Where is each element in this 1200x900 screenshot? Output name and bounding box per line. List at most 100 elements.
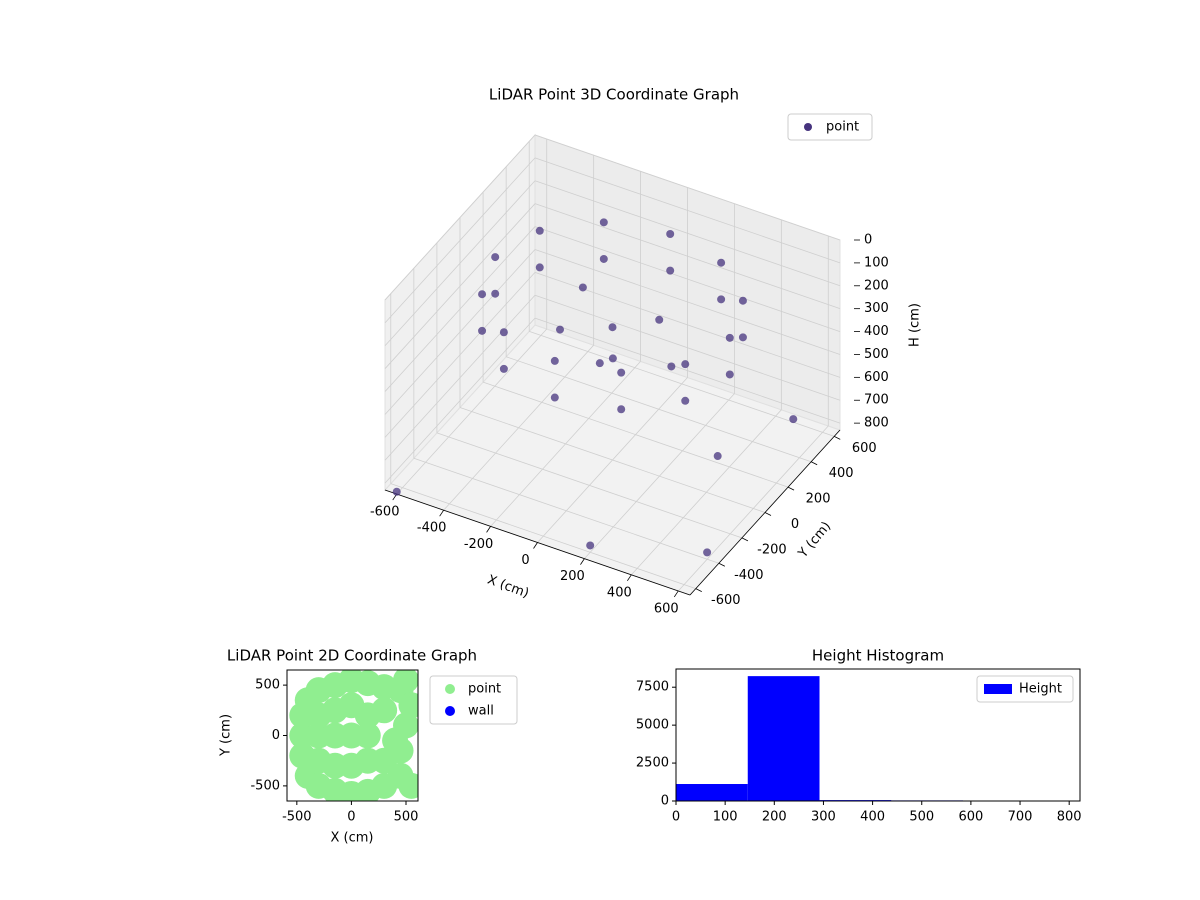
legend-label: wall: [468, 704, 494, 719]
point: [789, 415, 798, 424]
point: [550, 356, 559, 365]
point: [478, 326, 487, 335]
grid-line: [384, 294, 536, 461]
grid-line: [534, 157, 841, 264]
point: [608, 323, 617, 332]
grid-line: [534, 134, 841, 241]
grid-line: [529, 330, 835, 437]
point: [655, 315, 664, 324]
x-tick-label: 100: [713, 810, 738, 825]
z-tick-label: 700: [864, 393, 889, 408]
chart-title: LiDAR Point 2D Coordinate Graph: [227, 647, 477, 665]
axis-line: [384, 489, 691, 596]
grid-line: [534, 249, 841, 355]
x-tick-label: 400: [607, 585, 632, 600]
legend-box: [976, 675, 1074, 703]
tick-mark: [486, 526, 491, 533]
point: [717, 258, 726, 267]
bar: [747, 676, 820, 801]
tick-mark: [439, 509, 444, 517]
point: [725, 370, 734, 379]
point: [717, 295, 726, 304]
z-tick-label: 100: [864, 255, 889, 270]
z-tick-label: 400: [864, 324, 889, 339]
x-tick-label: 200: [560, 569, 585, 584]
grid-line: [506, 356, 812, 463]
x-tick-label: 500: [394, 810, 419, 825]
axes-frame: [675, 668, 1081, 802]
tick-mark: [533, 542, 538, 549]
grid-line: [459, 407, 766, 513]
point: [725, 333, 734, 342]
z-axis-label: H (cm): [908, 303, 923, 347]
point: [398, 692, 418, 719]
x-tick-label: 300: [811, 810, 836, 825]
tick-mark: [764, 512, 772, 516]
y-tick-label: 600: [852, 441, 877, 456]
y-tick-label: 7500: [636, 680, 669, 695]
y-axis-label: Y (cm): [795, 519, 834, 562]
z-tick-label: 0: [864, 233, 872, 248]
x-tick-label: 0: [672, 810, 680, 825]
grid-line: [384, 157, 536, 324]
z-tick-label: 800: [864, 416, 889, 431]
grid-line: [384, 134, 536, 301]
point: [681, 360, 690, 369]
x-axis-label: X (cm): [331, 831, 374, 846]
x-tick-label: -600: [370, 505, 400, 520]
grid-line: [384, 180, 536, 347]
point: [738, 333, 747, 342]
legend-label: Height: [1019, 682, 1062, 697]
chart-title: Height Histogram: [812, 647, 944, 665]
grid-line: [384, 226, 536, 392]
y-tick-label: -400: [734, 568, 764, 583]
x-tick-label: 200: [762, 810, 787, 825]
legend-marker: [804, 123, 812, 131]
y-tick-label: -600: [711, 593, 741, 608]
point: [371, 697, 398, 724]
tick-mark: [673, 590, 679, 598]
y-tick-label: 500: [255, 678, 280, 693]
point: [667, 362, 676, 371]
y-tick-label: 0: [272, 728, 280, 743]
point: [586, 541, 595, 550]
grid-line: [534, 317, 841, 424]
grid-line: [390, 483, 696, 590]
tick-mark: [834, 435, 841, 440]
tick-mark: [718, 562, 726, 567]
point: [599, 254, 608, 263]
point: [595, 359, 604, 368]
bar: [676, 784, 748, 801]
point: [713, 452, 722, 461]
tick-mark: [810, 461, 818, 466]
plot-area: [289, 670, 418, 801]
x-tick-label: -200: [464, 537, 494, 552]
legend-box: [787, 113, 873, 141]
legend-marker: [445, 706, 455, 716]
point: [392, 670, 418, 694]
x-tick-label: -500: [282, 810, 312, 825]
grid-line: [384, 203, 536, 369]
point: [491, 289, 500, 298]
x-tick-label: 600: [654, 601, 679, 616]
point: [556, 325, 564, 334]
y-tick-label: 2500: [636, 756, 669, 771]
point: [617, 368, 626, 377]
x-tick-label: 700: [1008, 810, 1033, 825]
tick-mark: [695, 588, 702, 593]
axis-line: [689, 429, 841, 596]
point: [398, 772, 418, 799]
grid-line: [384, 317, 536, 484]
point: [666, 266, 675, 275]
point: [535, 263, 544, 272]
y-tick-label: -200: [757, 542, 787, 557]
point: [681, 396, 690, 405]
grid-line: [534, 226, 841, 332]
grid-line: [534, 180, 841, 287]
grid-line: [384, 272, 536, 438]
grid-line: [482, 381, 789, 488]
grid-line: [534, 203, 841, 310]
y-tick-label: 200: [806, 492, 831, 507]
point: [382, 727, 409, 754]
y-tick-label: -500: [250, 778, 280, 793]
